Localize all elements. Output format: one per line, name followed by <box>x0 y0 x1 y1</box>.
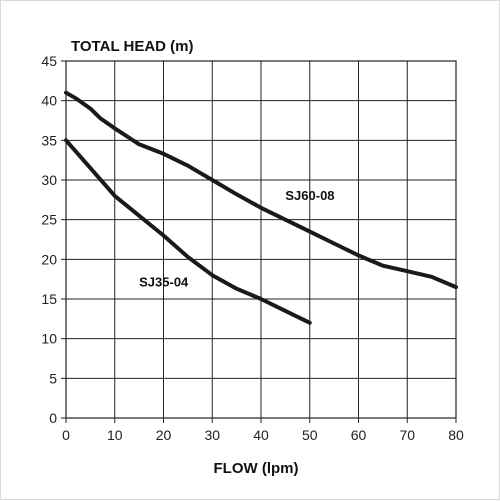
y-tick-label: 15 <box>41 291 57 307</box>
y-tick-label: 25 <box>41 212 57 228</box>
y-tick-label: 0 <box>49 410 57 426</box>
x-tick-label: 30 <box>204 427 220 443</box>
series-label-sj60-08: SJ60-08 <box>285 188 334 203</box>
y-tick-label: 10 <box>41 331 57 347</box>
x-tick-label: 70 <box>399 427 415 443</box>
x-axis-title: FLOW (lpm) <box>214 460 299 477</box>
y-tick-label: 5 <box>49 370 57 386</box>
y-axis-ticks: 0 5 10 15 20 25 30 35 40 45 <box>41 53 66 426</box>
y-tick-label: 20 <box>41 251 57 267</box>
y-tick-label: 45 <box>41 53 57 69</box>
y-tick-label: 35 <box>41 132 57 148</box>
x-tick-label: 60 <box>351 427 367 443</box>
y-tick-label: 40 <box>41 93 57 109</box>
series-label-sj35-04: SJ35-04 <box>139 274 189 289</box>
series-line-sj35-04 <box>64 138 312 325</box>
series-lines <box>64 90 458 325</box>
x-tick-label: 80 <box>448 427 464 443</box>
x-tick-label: 10 <box>107 427 123 443</box>
x-tick-label: 40 <box>253 427 269 443</box>
series-annotations: SJ60-08 SJ35-04 <box>139 188 334 289</box>
x-tick-label: 0 <box>62 427 70 443</box>
y-axis-title: TOTAL HEAD (m) <box>71 38 194 55</box>
y-tick-label: 30 <box>41 172 57 188</box>
x-tick-label: 50 <box>302 427 318 443</box>
series-line-sj60-08 <box>64 90 458 290</box>
x-tick-label: 20 <box>156 427 172 443</box>
x-axis-ticks: 0 10 20 30 40 50 60 70 80 <box>62 418 464 443</box>
grid <box>65 60 457 419</box>
